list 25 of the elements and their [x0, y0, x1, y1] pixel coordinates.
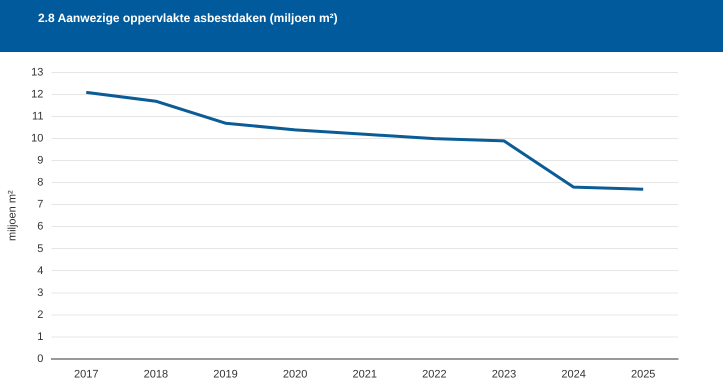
x-tick-label: 2017	[74, 368, 98, 380]
y-tick-label: 7	[37, 198, 44, 211]
y-tick-label: 11	[32, 110, 44, 123]
y-axis-title: miljoen m²	[6, 190, 19, 242]
y-tick-label: 1	[37, 330, 44, 343]
x-tick-label: 2019	[213, 368, 238, 380]
x-tick-label: 2024	[561, 368, 586, 380]
y-tick-label: 0	[37, 352, 44, 365]
y-tick-label: 2	[37, 308, 44, 321]
y-tick-label: 10	[31, 132, 44, 145]
y-tick-label: 3	[37, 286, 44, 299]
chart-title: 2.8 Aanwezige oppervlakte asbestdaken (miljoen m²)	[38, 11, 338, 25]
x-tick-label: 2021	[352, 368, 377, 380]
x-tick-label: 2025	[630, 368, 656, 380]
y-tick-label: 8	[37, 176, 44, 189]
x-tick-label: 2023	[492, 368, 516, 380]
y-tick-label: 12	[31, 88, 44, 101]
x-tick-label: 2020	[282, 368, 308, 380]
y-tick-label: 13	[31, 66, 44, 79]
y-tick-label: 9	[37, 154, 44, 167]
x-tick-label: 2018	[144, 368, 168, 380]
y-tick-label: 4	[37, 264, 44, 277]
y-tick-label: 6	[37, 220, 44, 233]
x-tick-label: 2022	[422, 368, 447, 380]
y-tick-label: 5	[37, 242, 44, 255]
